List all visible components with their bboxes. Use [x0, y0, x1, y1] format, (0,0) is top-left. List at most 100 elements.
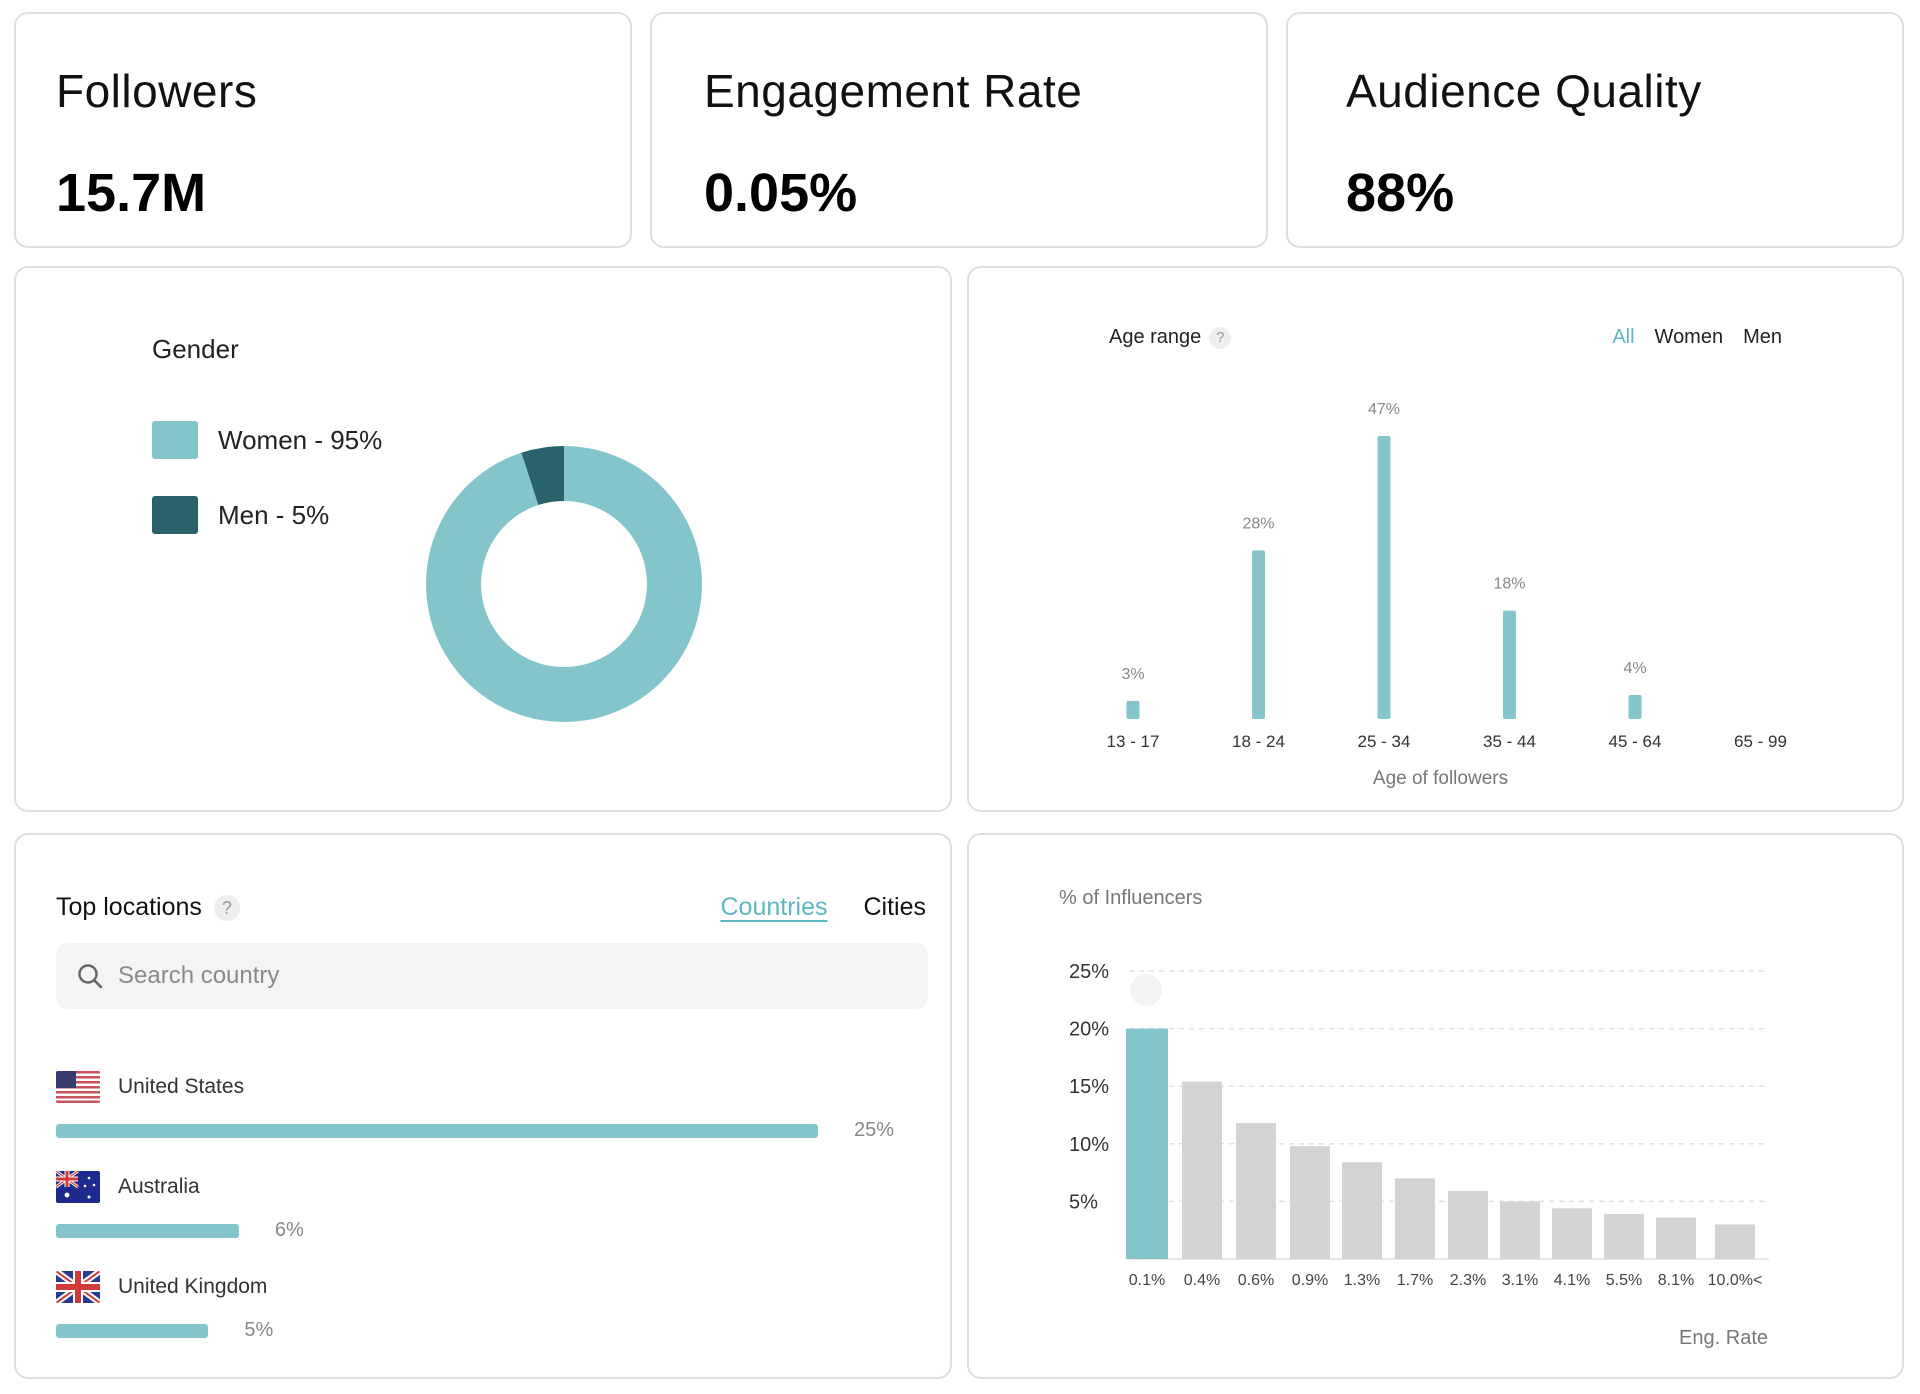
search-country-input[interactable]	[118, 962, 898, 990]
engagement-rate-card: Engagement Rate 0.05%	[650, 12, 1268, 248]
eng-bar	[1182, 1081, 1222, 1259]
eng-x-axis-title: Eng. Rate	[1679, 1327, 1768, 1349]
location-name: United Kingdom	[118, 1275, 268, 1298]
age-range-title: Age range ?	[1109, 326, 1232, 349]
us-flag-icon	[56, 1071, 100, 1103]
eng-bar	[1395, 1178, 1435, 1259]
tab-women[interactable]: Women	[1654, 326, 1724, 348]
age-bar-chart: 3% 13 - 17 28% 18 - 24 47% 25 - 34 18% 35 - 44 4…	[1107, 401, 1787, 751]
eng-bar	[1448, 1191, 1488, 1259]
age-range-title-text: Age range	[1109, 326, 1202, 348]
tab-men[interactable]: Men	[1743, 326, 1782, 348]
top-locations-title: Top locations ?	[56, 893, 240, 922]
y-tick-label: 25%	[1069, 961, 1109, 983]
location-row: United States 25%	[56, 1069, 926, 1142]
age-bar-label: 18%	[1493, 576, 1525, 593]
age-tick-label: 65 - 99	[1734, 732, 1787, 751]
legend-women: Women - 95%	[152, 421, 382, 459]
eng-bar	[1342, 1162, 1382, 1259]
engagement-distribution-card: % of Influencers 5% 10% 15% 20% 25% 0.1% 0.4% 0…	[967, 833, 1904, 1379]
engagement-rate-value: 0.05%	[704, 163, 858, 223]
followers-title: Followers	[56, 65, 258, 117]
location-percent: 25%	[854, 1119, 895, 1141]
legend-swatch-women	[152, 421, 198, 459]
location-row: Australia 6%	[56, 1169, 926, 1242]
eng-bar	[1552, 1208, 1592, 1259]
help-icon[interactable]: ?	[1209, 326, 1232, 349]
eng-y-axis-title: % of Influencers	[1059, 887, 1203, 909]
location-bar	[56, 1223, 239, 1238]
x-tick-label: 1.3%	[1344, 1272, 1380, 1289]
eng-bar	[1500, 1201, 1540, 1259]
followers-value: 15.7M	[56, 163, 207, 223]
age-bar	[1377, 436, 1391, 719]
location-bar	[56, 1123, 818, 1138]
eng-bar	[1236, 1123, 1276, 1259]
gender-title: Gender	[152, 334, 239, 364]
age-bar-label: 4%	[1623, 660, 1646, 677]
age-tick-label: 25 - 34	[1358, 732, 1411, 751]
eng-bar	[1656, 1217, 1696, 1259]
search-box	[56, 943, 928, 1009]
engagement-bar-chart: 5% 10% 15% 20% 25% 0.1% 0.4% 0.6% 0.9% 1.3% 1.7% 2.…	[1069, 961, 1769, 1289]
eng-bar	[1126, 1028, 1168, 1259]
y-tick-label: 5%	[1069, 1191, 1098, 1213]
age-tick-label: 13 - 17	[1107, 732, 1160, 751]
age-bar-label: 28%	[1242, 515, 1274, 532]
age-tick-label: 35 - 44	[1483, 732, 1536, 751]
audience-quality-card: Audience Quality 88%	[1286, 12, 1904, 248]
age-tick-label: 18 - 24	[1232, 732, 1285, 751]
y-tick-label: 15%	[1069, 1076, 1109, 1098]
followers-card: Followers 15.7M	[14, 12, 632, 248]
age-bar	[1126, 700, 1140, 719]
donut-slice-women	[426, 446, 702, 722]
uk-flag-icon	[56, 1271, 100, 1303]
top-locations-card: Top locations ? Countries Cities	[14, 833, 952, 1379]
audience-quality-title: Audience Quality	[1346, 65, 1702, 117]
location-name: Australia	[118, 1175, 200, 1198]
tab-cities[interactable]: Cities	[863, 893, 926, 921]
search-icon	[78, 964, 103, 989]
age-range-card: Age range ? All Women Men 3% 13 - 17 28% 18…	[967, 266, 1904, 812]
x-tick-label: 2.3%	[1450, 1272, 1486, 1289]
legend-swatch-men	[152, 496, 198, 534]
legend-men: Men - 5%	[152, 496, 329, 534]
y-tick-label: 20%	[1069, 1019, 1109, 1041]
age-bar	[1252, 550, 1265, 719]
tab-countries[interactable]: Countries	[720, 893, 828, 921]
x-tick-label: 5.5%	[1606, 1272, 1642, 1289]
location-percent: 5%	[244, 1319, 274, 1341]
age-filter-tabs: All Women Men	[1612, 326, 1782, 349]
help-icon[interactable]: ?	[213, 894, 240, 921]
gender-card: Gender Women - 95% Men - 5%	[14, 266, 952, 812]
age-bar-label: 3%	[1121, 666, 1144, 683]
location-bar	[56, 1323, 209, 1338]
x-tick-label: 8.1%	[1658, 1272, 1694, 1289]
age-bar-label: 47%	[1368, 401, 1400, 418]
location-name: United States	[118, 1075, 245, 1098]
tab-all[interactable]: All	[1612, 326, 1635, 348]
location-row: United Kingdom 5%	[56, 1269, 926, 1342]
age-tick-label: 45 - 64	[1609, 732, 1662, 751]
eng-bar	[1604, 1214, 1644, 1259]
audience-quality-value: 88%	[1346, 163, 1455, 223]
location-tabs: Countries Cities	[720, 893, 926, 922]
australia-flag-icon	[56, 1171, 100, 1203]
age-x-axis-title: Age of followers	[1372, 768, 1509, 789]
legend-label-women: Women - 95%	[218, 424, 383, 455]
y-tick-label: 10%	[1069, 1134, 1109, 1156]
x-tick-label: 0.1%	[1129, 1272, 1165, 1289]
location-percent: 6%	[274, 1219, 304, 1241]
x-tick-label: 10.0%<	[1708, 1272, 1763, 1289]
donut-slice-men	[521, 446, 564, 506]
hover-indicator	[1130, 974, 1162, 1006]
legend-label-men: Men - 5%	[218, 499, 330, 530]
x-tick-label: 1.7%	[1397, 1272, 1433, 1289]
engagement-rate-title: Engagement Rate	[704, 65, 1083, 117]
eng-bar	[1715, 1224, 1755, 1259]
top-locations-title-text: Top locations	[56, 893, 202, 921]
x-tick-label: 4.1%	[1554, 1272, 1590, 1289]
x-tick-label: 0.9%	[1292, 1272, 1328, 1289]
x-tick-label: 0.6%	[1238, 1272, 1274, 1289]
gender-donut-chart	[426, 446, 702, 722]
